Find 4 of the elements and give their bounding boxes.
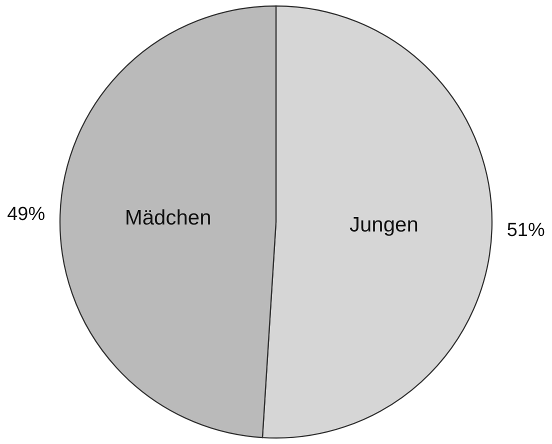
data-label: 51% bbox=[506, 220, 545, 241]
slice-label: Jungen bbox=[349, 213, 418, 236]
slice-label: Mädchen bbox=[124, 206, 212, 230]
data-label: 49% bbox=[7, 204, 46, 226]
